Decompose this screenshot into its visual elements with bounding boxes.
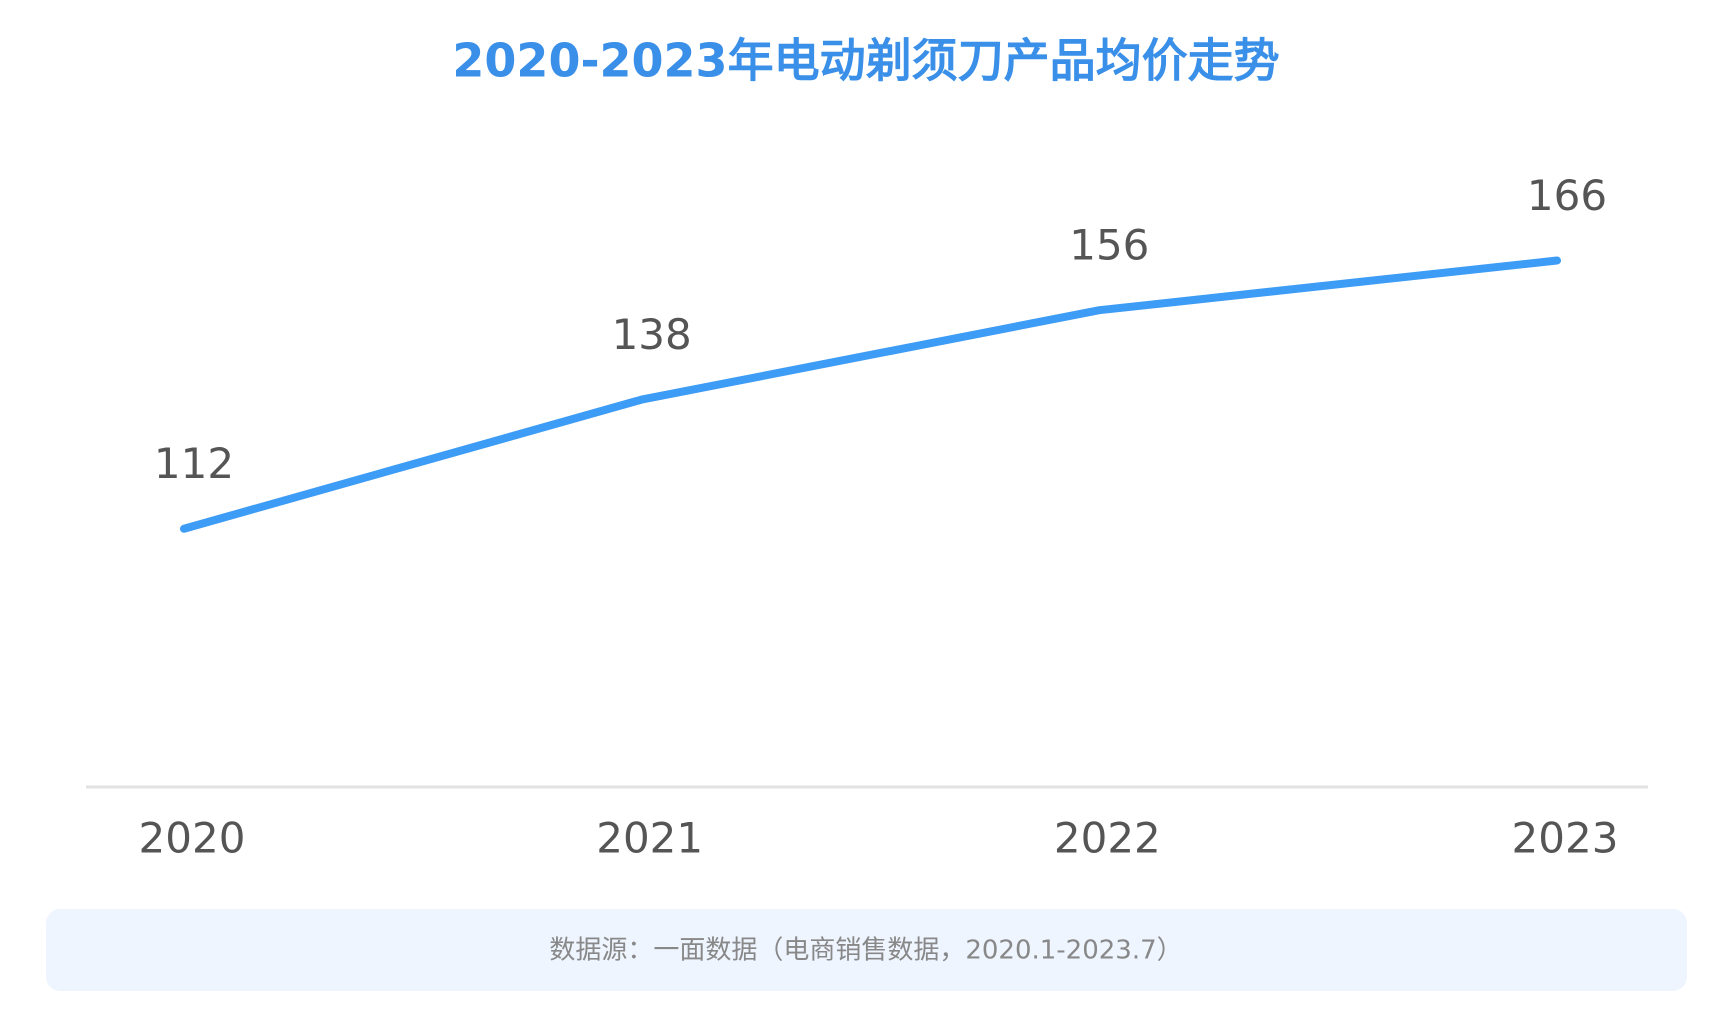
x-tick-label: 2022 <box>1054 814 1161 863</box>
data-label: 156 <box>1069 221 1149 270</box>
source-box <box>46 909 1687 991</box>
x-tick-label: 2021 <box>596 814 703 863</box>
x-tick-label: 2020 <box>139 814 246 863</box>
x-tick-label: 2023 <box>1512 814 1619 863</box>
source: 数据源：一面数据（电商销售数据，2020.1-2023.7） <box>549 936 1182 966</box>
data-label: 166 <box>1527 171 1607 220</box>
data-label: 112 <box>154 439 234 488</box>
chart-title: 2020-2023年电动剃须刀产品均价走势 <box>452 34 1279 88</box>
data-label: 138 <box>612 310 692 359</box>
data-line <box>180 256 1561 533</box>
